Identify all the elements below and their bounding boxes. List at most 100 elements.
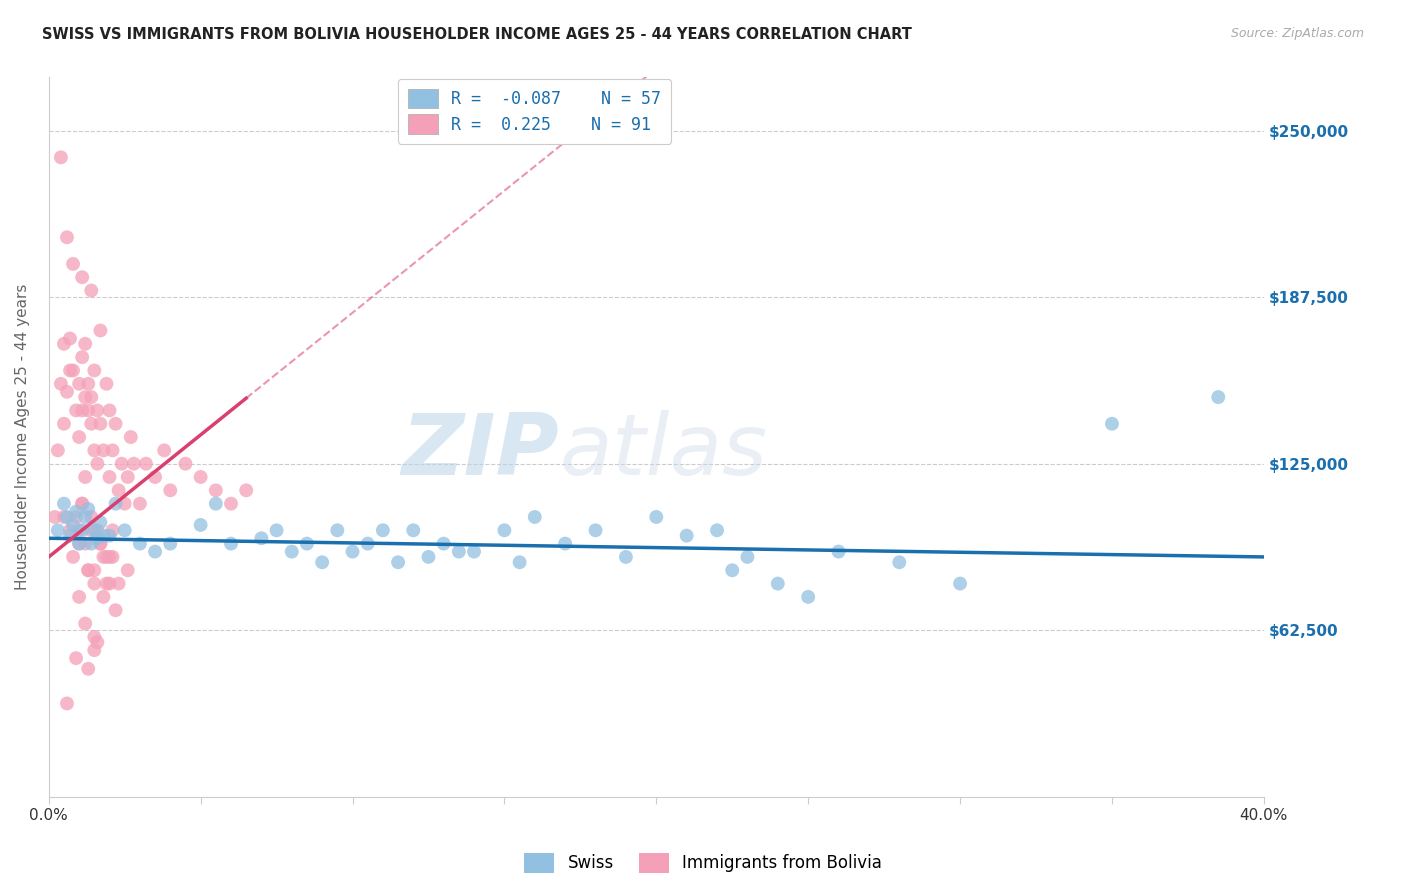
Point: [46, 443, 69, 458]
Point: [737, 549, 759, 564]
Point: [98, 576, 121, 591]
Point: [80, 417, 103, 431]
Point: [96, 576, 118, 591]
Point: [70, 403, 93, 417]
Point: [83, 443, 105, 458]
Point: [114, 523, 136, 537]
Point: [96, 549, 118, 564]
Point: [62, 363, 84, 377]
Point: [70, 497, 93, 511]
Point: [86, 635, 108, 649]
Point: [59, 363, 82, 377]
Point: [96, 376, 118, 391]
Point: [159, 536, 181, 550]
Point: [77, 563, 100, 577]
Point: [357, 536, 380, 550]
Point: [326, 523, 349, 537]
Point: [433, 536, 456, 550]
Point: [120, 430, 142, 444]
Point: [83, 523, 105, 537]
Point: [77, 376, 100, 391]
Point: [135, 457, 157, 471]
Point: [86, 457, 108, 471]
Text: SWISS VS IMMIGRANTS FROM BOLIVIA HOUSEHOLDER INCOME AGES 25 - 44 YEARS CORRELATI: SWISS VS IMMIGRANTS FROM BOLIVIA HOUSEHO…: [42, 27, 912, 42]
Point: [67, 536, 90, 550]
Point: [59, 528, 82, 542]
Point: [49, 376, 72, 391]
Point: [62, 518, 84, 533]
Point: [89, 536, 111, 550]
Point: [107, 483, 129, 498]
Point: [83, 630, 105, 644]
Text: atlas: atlas: [560, 410, 768, 493]
Point: [153, 443, 176, 458]
Point: [174, 457, 197, 471]
Point: [77, 563, 100, 577]
Point: [46, 523, 69, 537]
Point: [59, 331, 82, 345]
Legend: R =  -0.087    N = 57, R =  0.225    N = 91: R = -0.087 N = 57, R = 0.225 N = 91: [398, 78, 672, 144]
Point: [89, 417, 111, 431]
Point: [675, 528, 697, 542]
Point: [101, 443, 124, 458]
Point: [114, 497, 136, 511]
Point: [67, 523, 90, 537]
Point: [67, 376, 90, 391]
Point: [80, 390, 103, 404]
Point: [117, 470, 139, 484]
Point: [80, 536, 103, 550]
Point: [509, 555, 531, 569]
Point: [311, 555, 333, 569]
Point: [89, 536, 111, 550]
Legend: Swiss, Immigrants from Bolivia: Swiss, Immigrants from Bolivia: [517, 847, 889, 880]
Point: [93, 590, 115, 604]
Point: [402, 523, 425, 537]
Point: [98, 403, 121, 417]
Point: [75, 390, 97, 404]
Point: [86, 403, 108, 417]
Point: [143, 470, 166, 484]
Point: [721, 563, 744, 577]
Point: [56, 230, 79, 244]
Point: [128, 536, 150, 550]
Point: [98, 528, 121, 542]
Point: [65, 651, 87, 665]
Point: [77, 662, 100, 676]
Point: [83, 643, 105, 657]
Point: [83, 576, 105, 591]
Point: [128, 497, 150, 511]
Point: [86, 523, 108, 537]
Point: [77, 502, 100, 516]
Point: [83, 563, 105, 577]
Point: [1101, 417, 1123, 431]
Point: [104, 417, 127, 431]
Point: [77, 403, 100, 417]
Point: [107, 576, 129, 591]
Point: [706, 523, 728, 537]
Point: [281, 544, 304, 558]
Point: [889, 555, 911, 569]
Point: [67, 430, 90, 444]
Point: [93, 443, 115, 458]
Point: [447, 544, 470, 558]
Point: [70, 523, 93, 537]
Point: [56, 510, 79, 524]
Point: [949, 576, 972, 591]
Point: [62, 549, 84, 564]
Point: [205, 483, 228, 498]
Point: [523, 510, 546, 524]
Point: [205, 497, 228, 511]
Point: [75, 470, 97, 484]
Point: [266, 523, 288, 537]
Point: [463, 544, 485, 558]
Text: ZIP: ZIP: [402, 410, 560, 493]
Point: [75, 510, 97, 524]
Point: [117, 563, 139, 577]
Point: [101, 523, 124, 537]
Point: [387, 555, 409, 569]
Point: [80, 523, 103, 537]
Point: [494, 523, 516, 537]
Point: [62, 257, 84, 271]
Point: [93, 528, 115, 542]
Point: [342, 544, 364, 558]
